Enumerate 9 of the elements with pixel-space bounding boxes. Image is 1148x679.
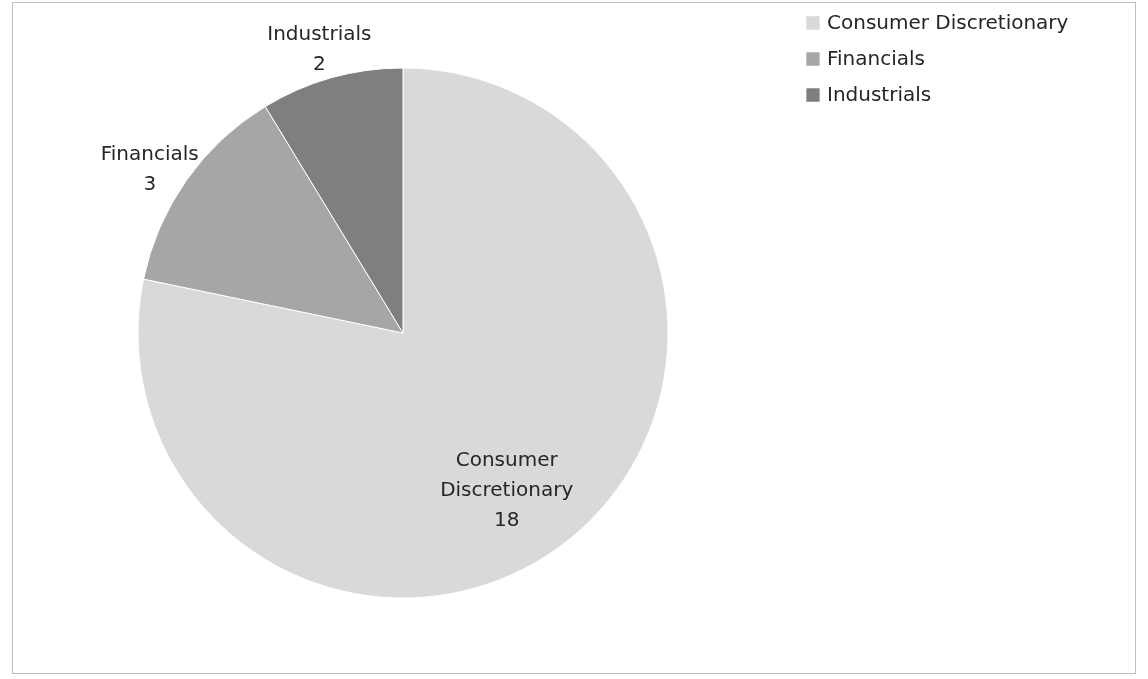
data-label: 3 bbox=[143, 171, 157, 196]
slice-label: Consumer Discretionary bbox=[440, 447, 574, 502]
legend-label: Consumer Discretionary bbox=[827, 10, 1069, 34]
slice-label: Industrials bbox=[267, 21, 372, 46]
data-label: 18 bbox=[493, 507, 520, 532]
slice-label: Financials bbox=[100, 141, 199, 166]
data-label: 2 bbox=[313, 51, 326, 76]
legend-label: Financials bbox=[827, 46, 925, 70]
legend-label: Industrials bbox=[827, 82, 932, 106]
